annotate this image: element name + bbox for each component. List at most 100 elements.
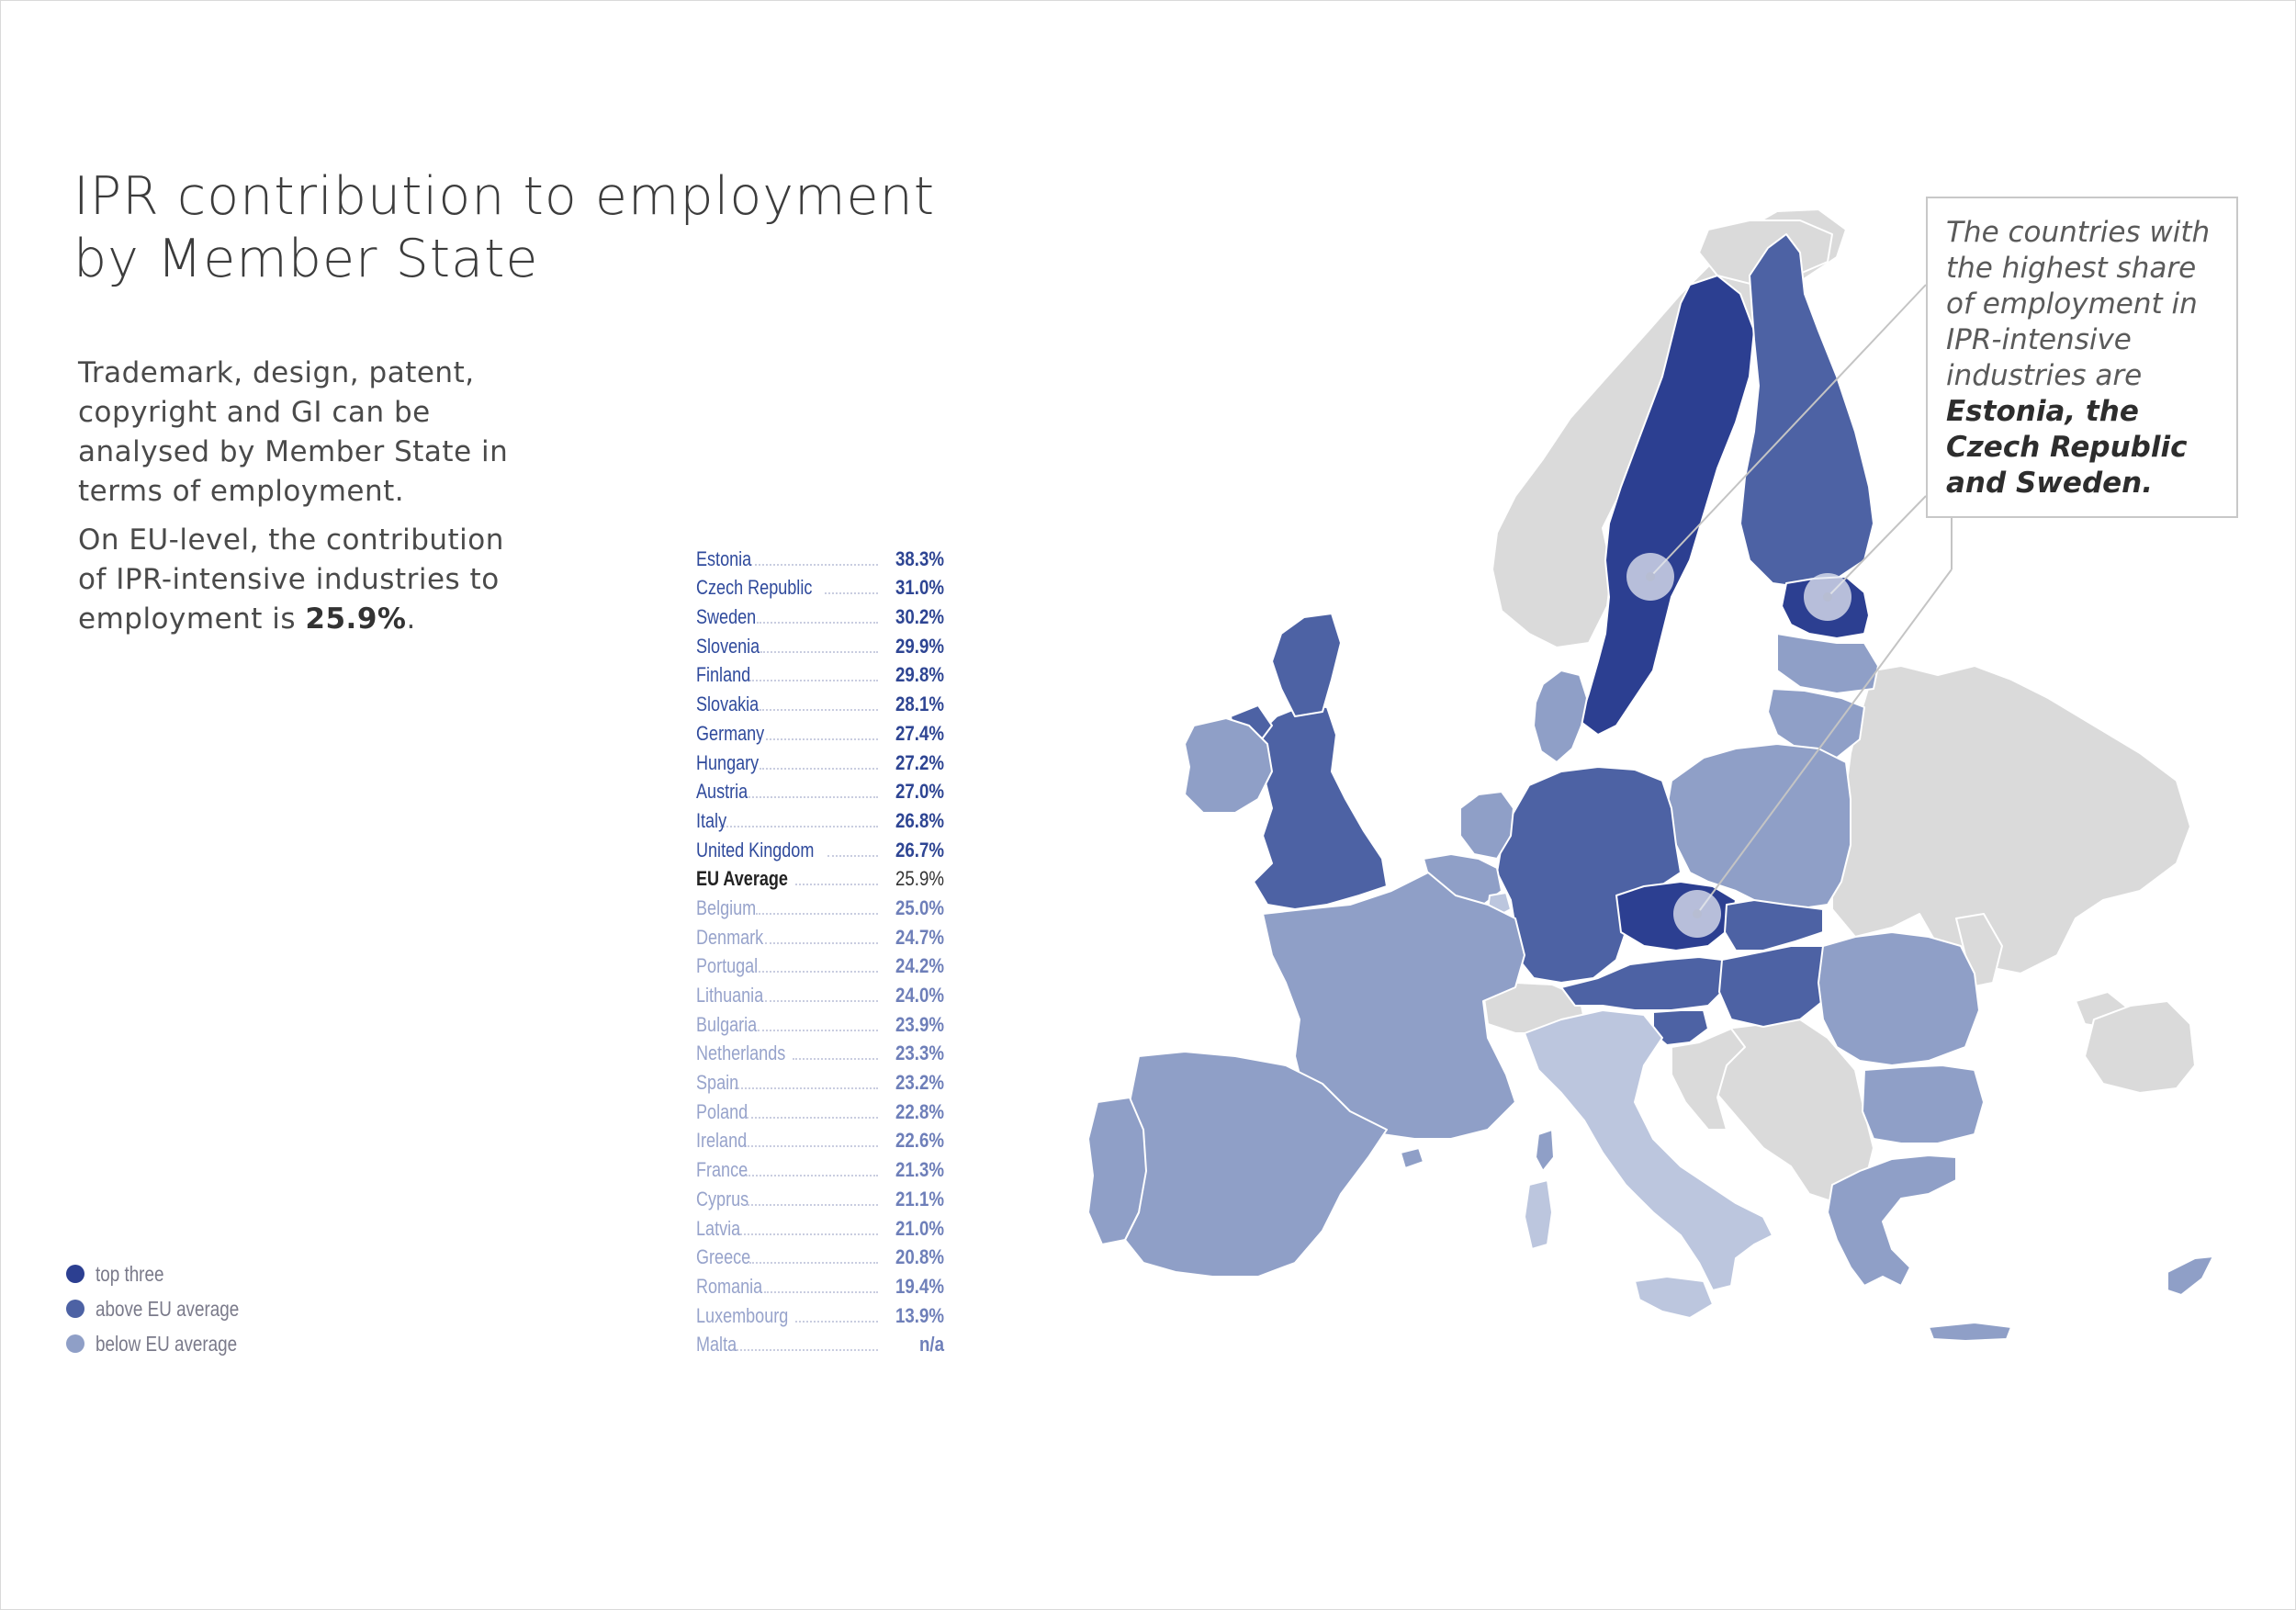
- region-greece: [1827, 1154, 1957, 1287]
- legend-label: above EU average: [96, 1296, 240, 1321]
- region-ireland: [1184, 717, 1273, 814]
- ranking-value: 24.7%: [895, 925, 944, 949]
- ranking-country: Slovenia: [696, 634, 760, 658]
- leader-dots: [765, 941, 878, 944]
- leader-dots: [746, 1175, 878, 1177]
- leader-dots: [747, 1203, 878, 1206]
- legend-swatch: [66, 1300, 84, 1318]
- ranking-row: Latvia 21.0%: [696, 1211, 944, 1241]
- ranking-row: Lithuania 24.0%: [696, 978, 944, 1008]
- ranking-value: 23.3%: [895, 1041, 944, 1065]
- ranking-country: Italy: [696, 808, 727, 832]
- legend-label: below EU average: [96, 1331, 238, 1356]
- ranking-country: Sweden: [696, 605, 757, 629]
- region-sardinia: [1524, 1179, 1553, 1250]
- ranking-row: France 21.3%: [696, 1153, 944, 1182]
- region-sicily: [1634, 1276, 1714, 1319]
- leader-dots: [732, 1349, 878, 1352]
- ranking-value: 21.1%: [895, 1187, 944, 1210]
- title-line-2: by Member State: [73, 229, 539, 289]
- ranking-value: 23.9%: [895, 1012, 944, 1036]
- ranking-country: Bulgaria: [696, 1012, 758, 1036]
- intro-paragraph-2-end: .: [406, 602, 416, 636]
- ranking-table: Estonia 38.3% Czech Republic 31.0% Sweden 30.…: [696, 542, 944, 1357]
- eu-countries: [1087, 233, 2214, 1342]
- ranking-country: Spain: [696, 1071, 739, 1095]
- ranking-country: Ireland: [696, 1129, 748, 1153]
- leader-dots: [757, 1029, 878, 1031]
- ranking-row: Germany 27.4%: [696, 716, 944, 746]
- ranking-row: Sweden 30.2%: [696, 600, 944, 629]
- ranking-value: 21.0%: [895, 1216, 944, 1240]
- region-netherlands: [1459, 791, 1514, 860]
- callout-highlight: Estonia, the Czech Republic and Sweden.: [1946, 395, 2188, 500]
- title-line-1: IPR contribution to employment: [73, 166, 936, 227]
- ranking-country: Hungary: [696, 750, 760, 774]
- ranking-value: 21.3%: [895, 1158, 944, 1182]
- ranking-value: 31.0%: [895, 576, 944, 600]
- intro-paragraph-1: Trademark, design, patent, copyright and…: [78, 356, 509, 508]
- region-corsica: [1535, 1129, 1555, 1172]
- ranking-value: 24.2%: [895, 954, 944, 978]
- leader-dots: [792, 1058, 878, 1061]
- ranking-value: 19.4%: [895, 1274, 944, 1298]
- legend: top three above EU average below EU averag…: [66, 1256, 271, 1361]
- ranking-value: 23.2%: [895, 1071, 944, 1095]
- ranking-country: Estonia: [696, 546, 752, 570]
- leader-dots: [825, 592, 878, 595]
- ranking-value: 27.2%: [895, 750, 944, 774]
- ranking-value: 29.8%: [895, 663, 944, 687]
- marker-czech-dot: [1693, 909, 1702, 918]
- ranking-country: Greece: [696, 1245, 751, 1269]
- highlight-markers: [1626, 553, 1851, 938]
- intro-text: Trademark, design, patent, copyright and…: [78, 354, 537, 648]
- ranking-value: 26.7%: [895, 838, 944, 861]
- region-portugal: [1087, 1097, 1147, 1245]
- ranking-row: Poland 22.8%: [696, 1095, 944, 1124]
- region-balearics: [1400, 1147, 1424, 1169]
- intro-paragraph-2: On EU-level, the contribution of IPR-int…: [78, 521, 537, 639]
- marker-sweden-dot: [1646, 572, 1655, 581]
- ranking-row: Portugal 24.2%: [696, 950, 944, 979]
- region-germany: [1496, 766, 1682, 984]
- leader-dots: [760, 650, 878, 653]
- leader-dots: [749, 1262, 878, 1265]
- ranking-country: Poland: [696, 1099, 748, 1123]
- region-cyprus: [2167, 1255, 2214, 1296]
- callout-connectors: [1649, 284, 1953, 915]
- legend-item: top three: [66, 1256, 271, 1291]
- ranking-row: Austria 27.0%: [696, 775, 944, 805]
- ranking-country: Lithuania: [696, 984, 764, 1007]
- ranking-row: Spain 23.2%: [696, 1065, 944, 1095]
- ranking-value: 28.1%: [895, 692, 944, 716]
- leader-dots: [794, 884, 878, 886]
- ranking-country: Cyprus: [696, 1187, 749, 1210]
- eu-average-value: 25.9%: [305, 602, 407, 636]
- region-turkey: [2084, 1000, 2196, 1094]
- intro-paragraph-2-text: On EU-level, the contribution of IPR-int…: [78, 524, 504, 636]
- region-lithuania: [1767, 688, 1865, 759]
- ranking-row: Slovenia 29.9%: [696, 629, 944, 659]
- legend-item: below EU average: [66, 1326, 271, 1361]
- ranking-row: Hungary 27.2%: [696, 746, 944, 775]
- ranking-value: 22.6%: [895, 1129, 944, 1153]
- leader-dots: [735, 1087, 878, 1090]
- ranking-country: Belgium: [696, 895, 757, 919]
- marker-estonia-dot: [1823, 592, 1832, 602]
- legend-item: above EU average: [66, 1291, 271, 1326]
- ranking-row: Slovakia 28.1%: [696, 687, 944, 716]
- ranking-country: Luxembourg: [696, 1303, 789, 1327]
- ranking-value: 26.8%: [895, 808, 944, 832]
- connector-sweden: [1649, 284, 1927, 578]
- ranking-row: Ireland 22.6%: [696, 1124, 944, 1154]
- ranking-country: Slovakia: [696, 692, 760, 716]
- ranking-value: 22.8%: [895, 1099, 944, 1123]
- leader-dots: [750, 563, 878, 566]
- ranking-country: France: [696, 1158, 748, 1182]
- leader-dots: [795, 1320, 878, 1323]
- ranking-row: Finland 29.8%: [696, 659, 944, 688]
- ranking-country: Netherlands: [696, 1041, 786, 1065]
- region-bulgaria: [1862, 1064, 1985, 1144]
- ranking-country: Malta: [696, 1333, 737, 1357]
